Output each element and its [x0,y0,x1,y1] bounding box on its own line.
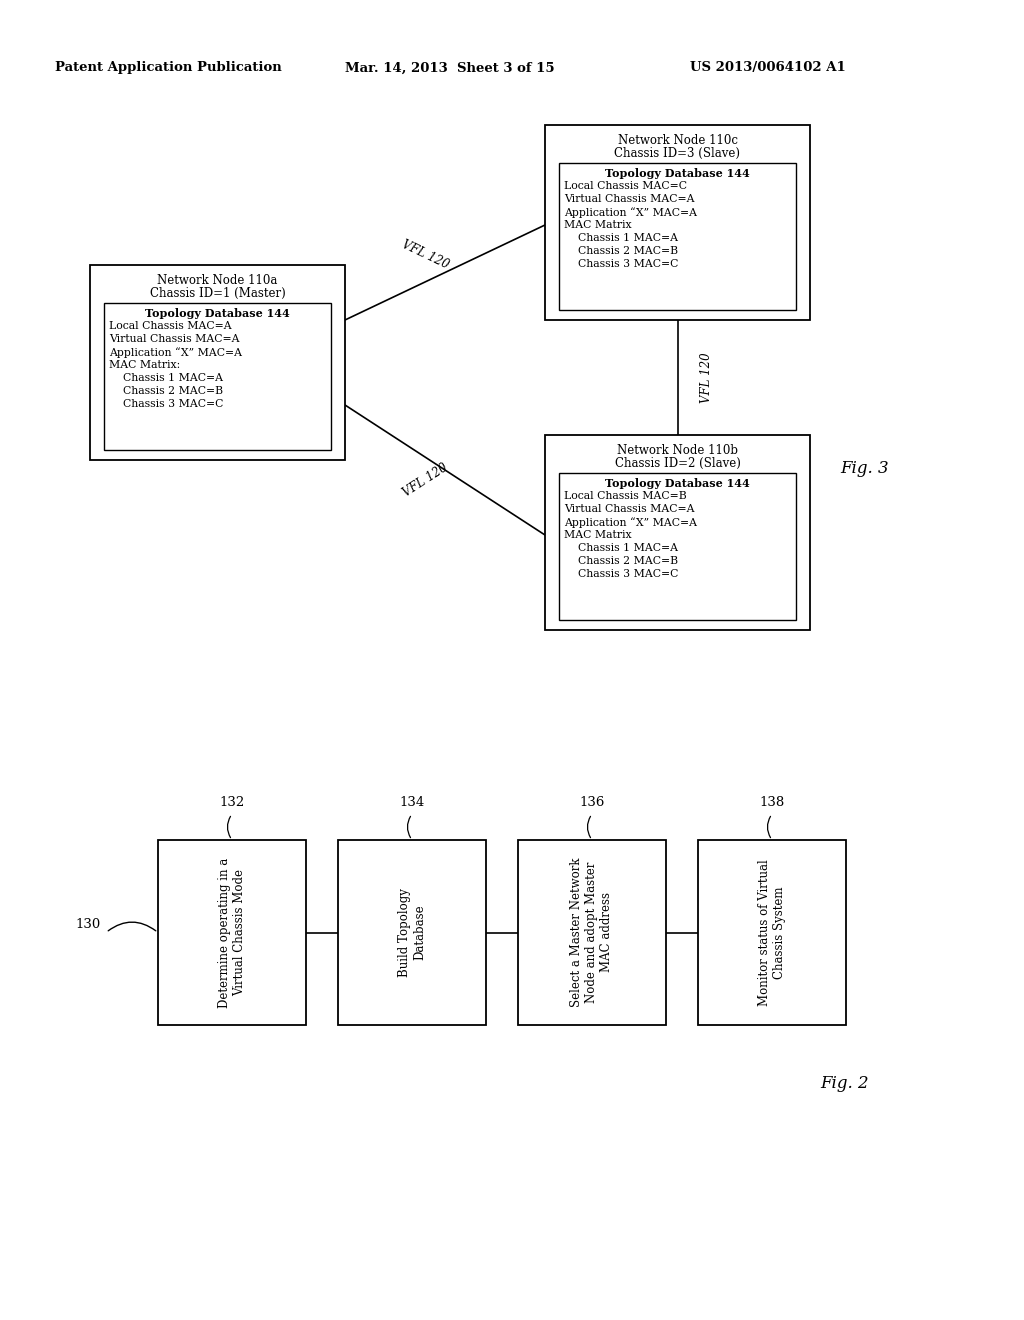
Text: Virtual Chassis MAC=A: Virtual Chassis MAC=A [564,194,694,205]
Text: Virtual Chassis MAC=A: Virtual Chassis MAC=A [109,334,240,345]
Text: VFL 120: VFL 120 [400,461,450,499]
Bar [90,265,345,459]
Text: Fig. 3: Fig. 3 [840,459,889,477]
Text: Build Topology
Database: Build Topology Database [398,888,426,977]
Text: Local Chassis MAC=B: Local Chassis MAC=B [564,491,687,502]
Text: Application “X” MAC=A: Application “X” MAC=A [564,517,697,528]
Bar [545,125,810,319]
Text: Chassis 2 MAC=B: Chassis 2 MAC=B [109,385,223,396]
Text: Chassis ID=3 (Slave): Chassis ID=3 (Slave) [614,147,740,160]
Text: Local Chassis MAC=C: Local Chassis MAC=C [564,181,687,191]
Text: Network Node 110a: Network Node 110a [158,275,278,286]
Text: Topology Database 144: Topology Database 144 [145,308,290,319]
Text: Chassis 1 MAC=A: Chassis 1 MAC=A [564,234,678,243]
Text: MAC Matrix:: MAC Matrix: [109,360,180,370]
Text: 132: 132 [219,796,245,808]
Text: Topology Database 144: Topology Database 144 [605,478,750,488]
Text: Virtual Chassis MAC=A: Virtual Chassis MAC=A [564,504,694,513]
Text: Local Chassis MAC=A: Local Chassis MAC=A [109,321,231,331]
Text: Network Node 110c: Network Node 110c [617,135,737,147]
Text: Chassis 2 MAC=B: Chassis 2 MAC=B [564,556,678,566]
Text: Chassis 3 MAC=C: Chassis 3 MAC=C [564,569,678,579]
Text: Application “X” MAC=A: Application “X” MAC=A [564,207,697,218]
Text: Chassis ID=1 (Master): Chassis ID=1 (Master) [150,286,286,300]
Text: Monitor status of Virtual
Chassis System: Monitor status of Virtual Chassis System [758,859,786,1006]
Text: MAC Matrix: MAC Matrix [564,531,632,540]
Text: Chassis 2 MAC=B: Chassis 2 MAC=B [564,246,678,256]
Text: MAC Matrix: MAC Matrix [564,220,632,230]
Text: Chassis ID=2 (Slave): Chassis ID=2 (Slave) [614,457,740,470]
Text: 130: 130 [76,917,100,931]
Text: Mar. 14, 2013  Sheet 3 of 15: Mar. 14, 2013 Sheet 3 of 15 [345,62,555,74]
Bar [158,840,306,1026]
Text: VFL 120: VFL 120 [699,352,713,403]
Text: VFL 120: VFL 120 [399,238,451,271]
Bar [545,436,810,630]
Text: Network Node 110b: Network Node 110b [617,444,738,457]
Bar [559,162,796,310]
Text: Chassis 1 MAC=A: Chassis 1 MAC=A [564,543,678,553]
Text: Patent Application Publication: Patent Application Publication [55,62,282,74]
Text: Determine operating in a
Virtual Chassis Mode: Determine operating in a Virtual Chassis… [218,858,246,1007]
Text: 138: 138 [760,796,784,808]
Text: Topology Database 144: Topology Database 144 [605,168,750,180]
Text: 134: 134 [399,796,425,808]
Text: Fig. 2: Fig. 2 [820,1074,868,1092]
Text: Select a Master Network
Node and adopt Master
MAC address: Select a Master Network Node and adopt M… [570,858,613,1007]
Text: Application “X” MAC=A: Application “X” MAC=A [109,347,242,358]
Bar [104,304,331,450]
Bar [698,840,846,1026]
Text: Chassis 3 MAC=C: Chassis 3 MAC=C [564,259,678,269]
Text: US 2013/0064102 A1: US 2013/0064102 A1 [690,62,846,74]
Bar [338,840,486,1026]
Text: Chassis 3 MAC=C: Chassis 3 MAC=C [109,399,223,409]
Bar [518,840,666,1026]
Bar [559,473,796,620]
Text: Chassis 1 MAC=A: Chassis 1 MAC=A [109,374,223,383]
Text: 136: 136 [580,796,605,808]
